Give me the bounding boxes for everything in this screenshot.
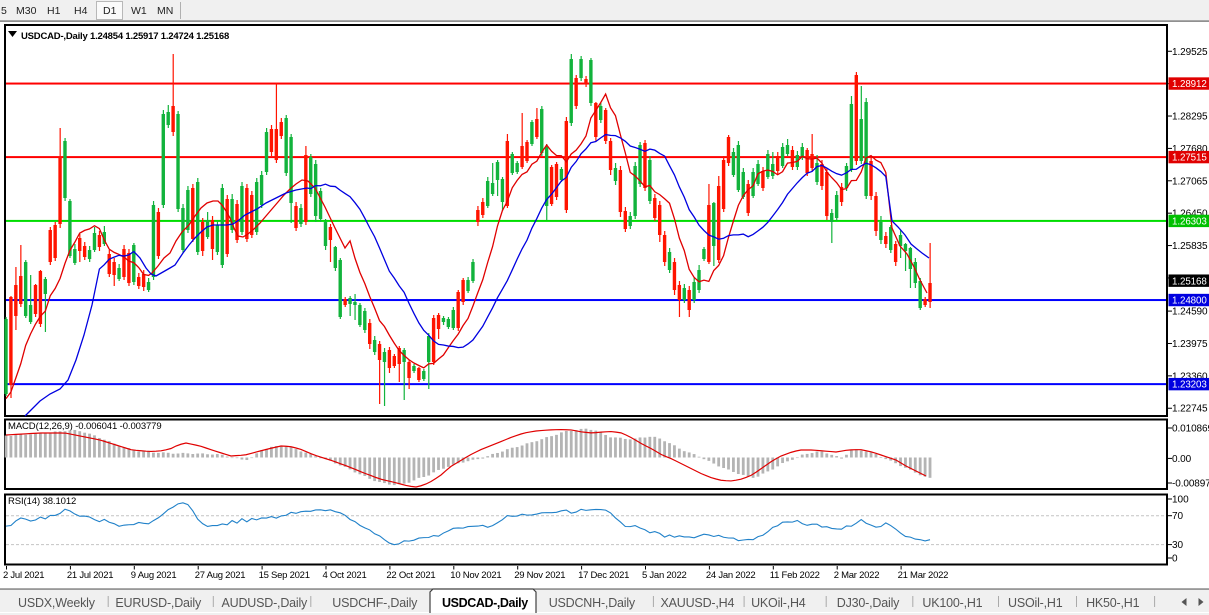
svg-text:70: 70 xyxy=(1172,511,1184,522)
svg-text:1.24590: 1.24590 xyxy=(1172,307,1208,318)
svg-text:EURUSD-,Daily: EURUSD-,Daily xyxy=(115,596,202,610)
svg-text:1.22745: 1.22745 xyxy=(1172,404,1208,415)
svg-text:H1: H1 xyxy=(47,5,61,17)
svg-text:M30: M30 xyxy=(16,5,37,17)
svg-text:USDCHF-,Daily: USDCHF-,Daily xyxy=(332,596,418,610)
svg-text:1.23360: 1.23360 xyxy=(1172,371,1208,382)
svg-text:4 Oct 2021: 4 Oct 2021 xyxy=(323,570,367,581)
svg-text:1.27680: 1.27680 xyxy=(1172,144,1208,155)
svg-text:1.23975: 1.23975 xyxy=(1172,339,1208,350)
svg-text:UK100-,H1: UK100-,H1 xyxy=(922,596,982,610)
svg-text:24 Jan 2022: 24 Jan 2022 xyxy=(706,570,756,581)
svg-text:XAUUSD-,H4: XAUUSD-,H4 xyxy=(661,596,735,610)
svg-text:1.27065: 1.27065 xyxy=(1172,176,1208,187)
svg-text:1.23203: 1.23203 xyxy=(1172,380,1207,391)
svg-text:UKOil-,H4: UKOil-,H4 xyxy=(751,596,806,610)
svg-text:5: 5 xyxy=(1,5,7,17)
svg-text:0.010869: 0.010869 xyxy=(1172,424,1209,435)
svg-text:DJ30-,Daily: DJ30-,Daily xyxy=(837,596,900,610)
svg-text:1.29525: 1.29525 xyxy=(1172,47,1208,58)
svg-text:D1: D1 xyxy=(103,5,117,17)
svg-text:1.25168: 1.25168 xyxy=(1172,276,1207,287)
svg-text:HK50-,H1: HK50-,H1 xyxy=(1086,596,1140,610)
svg-text:29 Nov 2021: 29 Nov 2021 xyxy=(514,570,565,581)
svg-text:9 Aug 2021: 9 Aug 2021 xyxy=(131,570,177,581)
svg-text:USDCNH-,Daily: USDCNH-,Daily xyxy=(549,596,636,610)
svg-text:27 Aug 2021: 27 Aug 2021 xyxy=(195,570,246,581)
svg-text:W1: W1 xyxy=(131,5,147,17)
svg-text:22 Oct 2021: 22 Oct 2021 xyxy=(386,570,435,581)
svg-text:MN: MN xyxy=(157,5,173,17)
svg-text:USDCAD-,Daily 1.24854 1.25917: USDCAD-,Daily 1.24854 1.25917 1.24724 1.… xyxy=(21,31,229,42)
svg-text:USDX,Weekly: USDX,Weekly xyxy=(18,596,96,610)
svg-text:1.25835: 1.25835 xyxy=(1172,241,1208,252)
svg-text:AUDUSD-,Daily: AUDUSD-,Daily xyxy=(222,596,309,610)
svg-text:17 Dec 2021: 17 Dec 2021 xyxy=(578,570,629,581)
svg-text:5 Jan 2022: 5 Jan 2022 xyxy=(642,570,687,581)
svg-text:21 Mar 2022: 21 Mar 2022 xyxy=(898,570,949,581)
svg-text:100: 100 xyxy=(1172,495,1189,506)
svg-text:USDCAD-,Daily: USDCAD-,Daily xyxy=(442,596,528,610)
svg-text:30: 30 xyxy=(1172,540,1184,551)
svg-text:1.28912: 1.28912 xyxy=(1172,79,1207,90)
svg-text:1.26450: 1.26450 xyxy=(1172,209,1208,220)
svg-text:2 Mar 2022: 2 Mar 2022 xyxy=(834,570,880,581)
svg-text:0.00: 0.00 xyxy=(1172,454,1192,465)
svg-text:H4: H4 xyxy=(74,5,88,17)
svg-text:11 Feb 2022: 11 Feb 2022 xyxy=(770,570,820,581)
svg-text:1.27515: 1.27515 xyxy=(1172,153,1207,164)
svg-text:1.28295: 1.28295 xyxy=(1172,112,1208,123)
svg-text:MACD(12,26,9) -0.006041 -0.003: MACD(12,26,9) -0.006041 -0.003779 xyxy=(8,421,162,432)
svg-text:21 Jul 2021: 21 Jul 2021 xyxy=(67,570,113,581)
svg-text:2 Jul 2021: 2 Jul 2021 xyxy=(3,570,44,581)
svg-text:15 Sep 2021: 15 Sep 2021 xyxy=(259,570,310,581)
svg-text:1.24800: 1.24800 xyxy=(1172,296,1207,307)
svg-text:USOil-,H1: USOil-,H1 xyxy=(1008,596,1063,610)
svg-text:10 Nov 2021: 10 Nov 2021 xyxy=(450,570,501,581)
svg-text:0: 0 xyxy=(1172,554,1178,565)
svg-text:RSI(14) 38.1012: RSI(14) 38.1012 xyxy=(8,496,76,507)
svg-text:1.26303: 1.26303 xyxy=(1172,217,1207,228)
svg-text:-0.008974: -0.008974 xyxy=(1172,479,1209,490)
